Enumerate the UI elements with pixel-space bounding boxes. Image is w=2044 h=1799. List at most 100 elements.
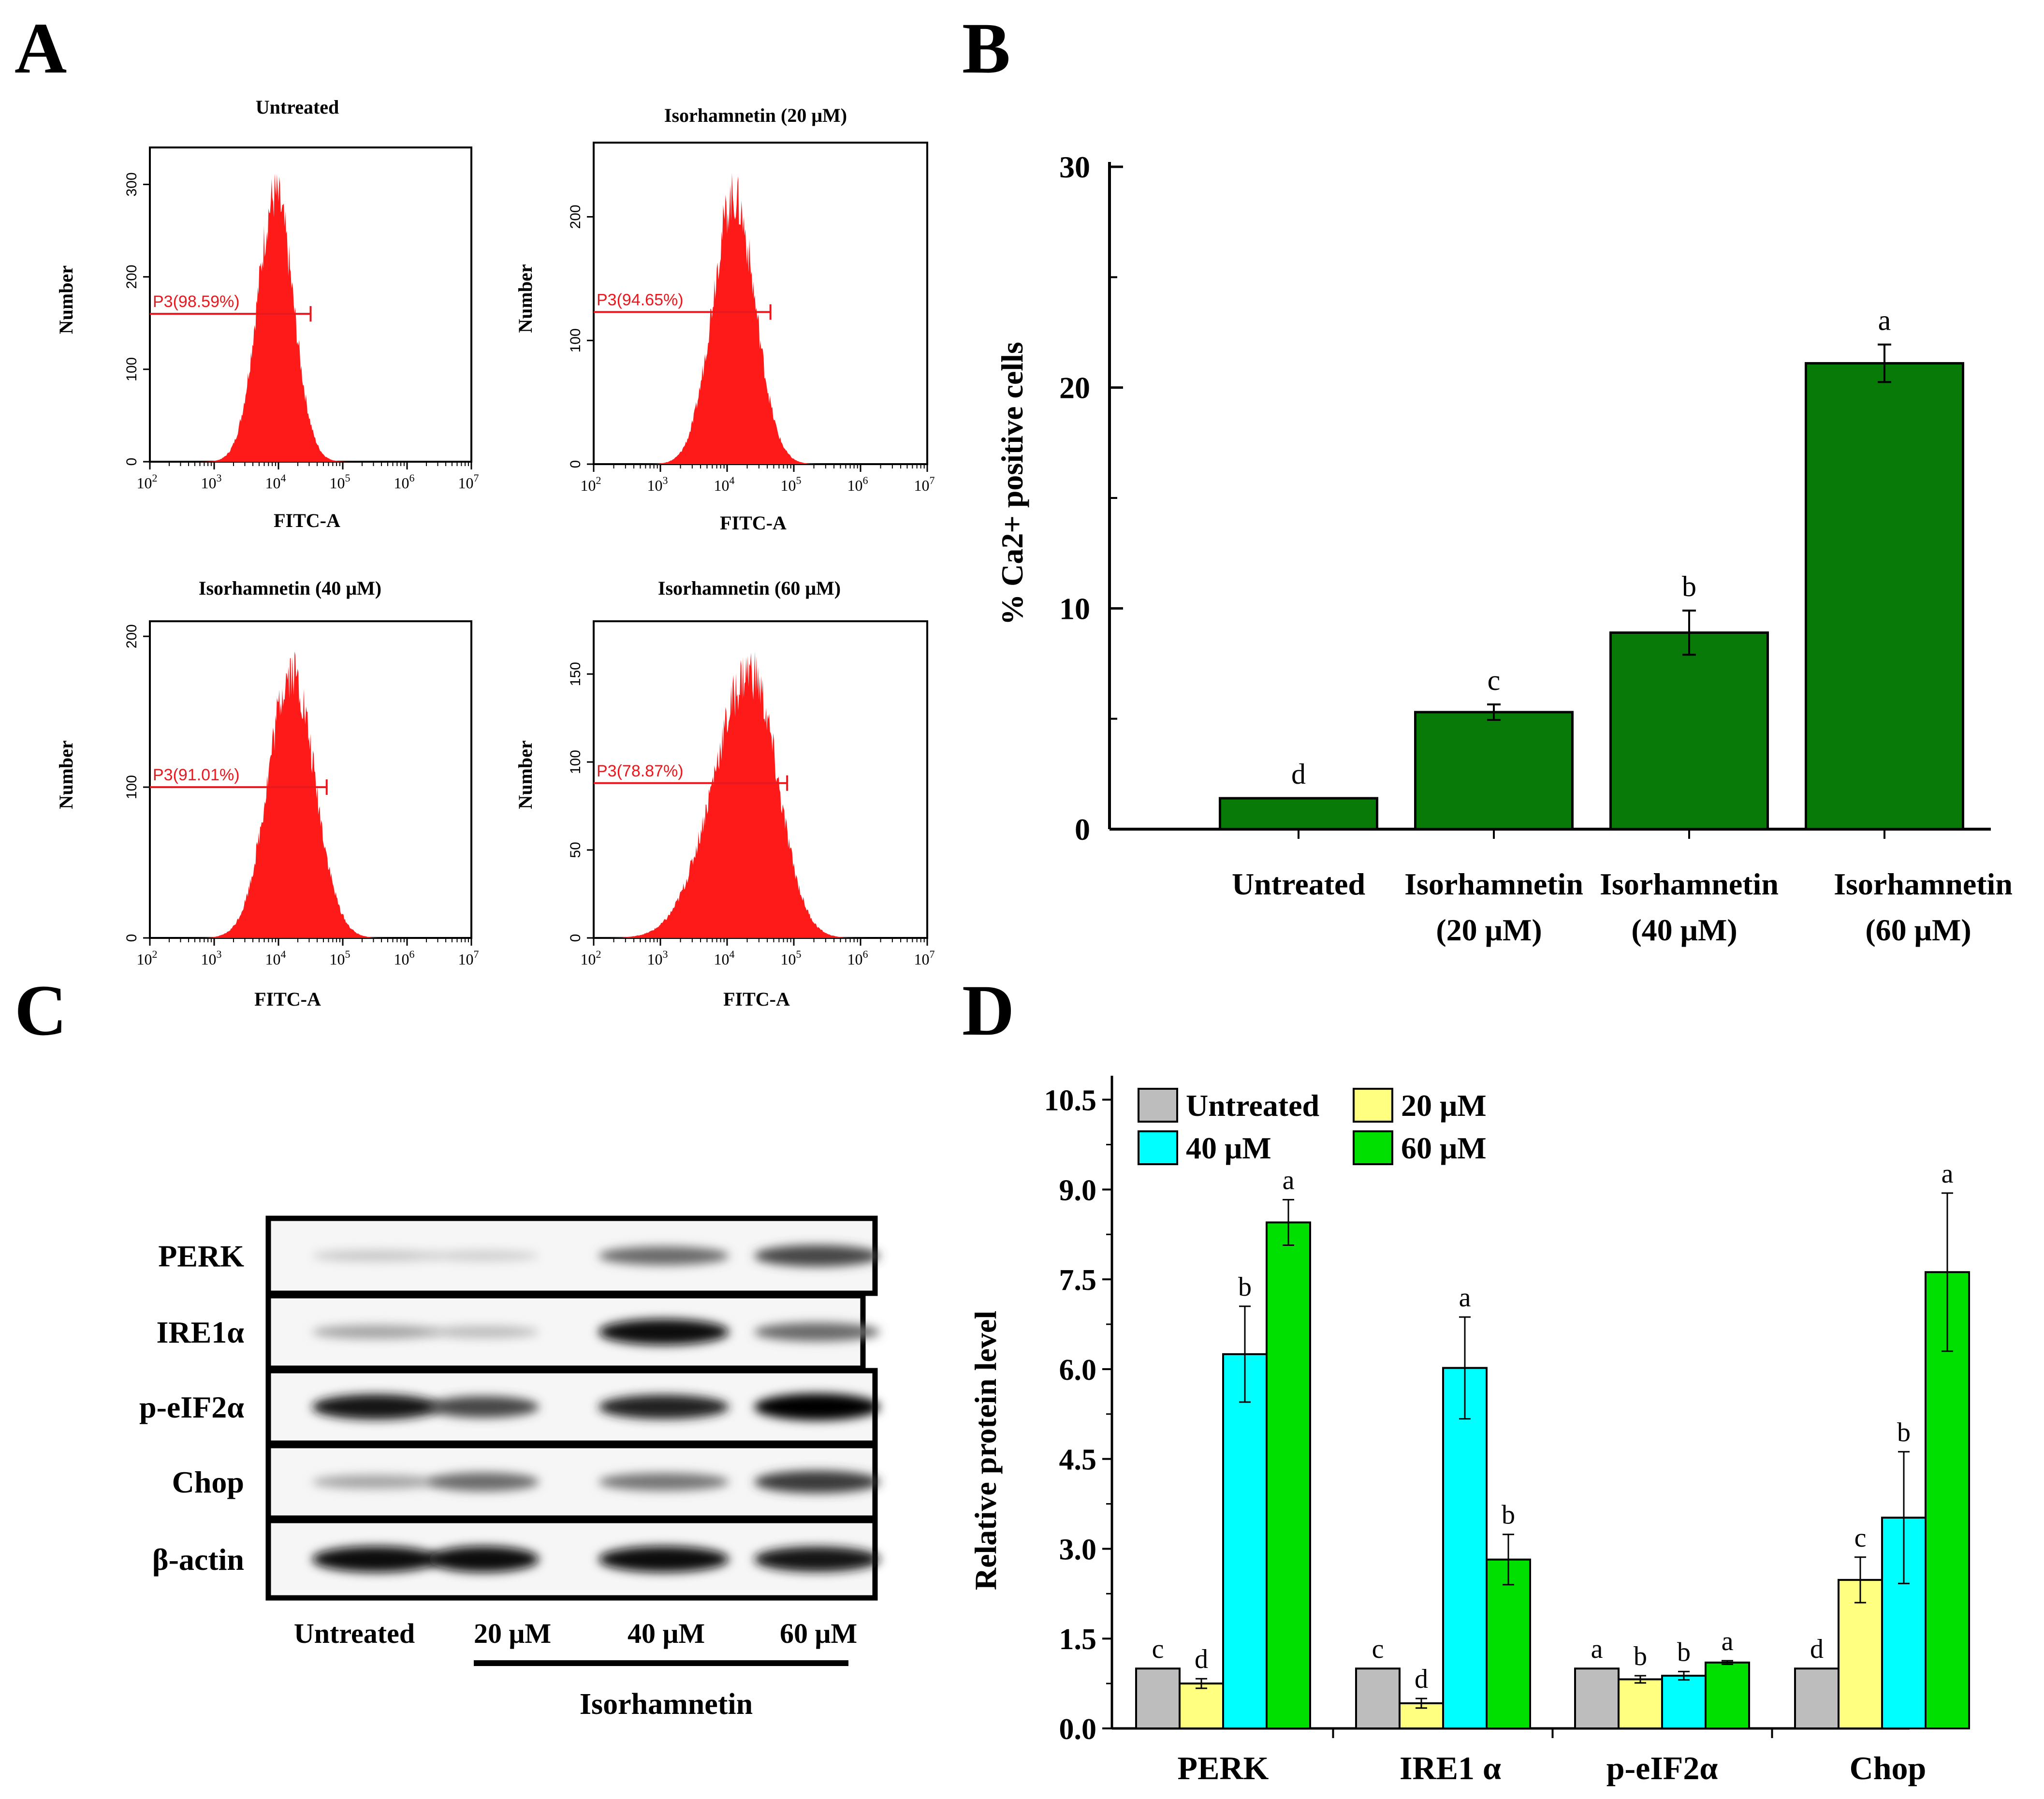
d-legend-label: Untreated (1186, 1088, 1319, 1123)
d-legend-label: 60 μM (1401, 1131, 1487, 1165)
blot-band (428, 1472, 539, 1492)
tick-base: 10 (647, 951, 663, 968)
histogram-y-tick-label: 0 (568, 934, 584, 942)
d-significance-letter: a (1722, 1626, 1734, 1656)
histogram-x-label: FITC-A (254, 988, 321, 1010)
tick-exponent: 2 (152, 948, 158, 960)
tick-exponent: 4 (730, 948, 735, 960)
blot-lane-label: 20 μM (474, 1618, 551, 1649)
histogram-y-label: Number (514, 264, 536, 333)
histogram-y-tick-label: 0 (568, 460, 584, 468)
histogram-x-tick-label: 105 (781, 474, 802, 494)
d-significance-letter: c (1152, 1634, 1164, 1664)
tick-base: 10 (581, 951, 596, 968)
histogram-subplot: P3(98.59%) Untreated FITC-A Number 0 100 200 30… (55, 96, 479, 531)
histogram-x-tick-label: 103 (201, 948, 222, 968)
blot-band (754, 1546, 880, 1572)
blot-row-label: p-eIF2α (139, 1390, 244, 1424)
histogram-distribution (594, 652, 927, 938)
d-legend-swatch (1353, 1088, 1393, 1123)
tick-base: 10 (201, 951, 217, 968)
blot-row: IRE1α (156, 1293, 880, 1371)
panel-c-western-blot: Isorhamnetin PERK IRE1α p-eIF2α Chop β-actin… (139, 1215, 880, 1721)
b-significance-letter: c (1488, 664, 1501, 696)
histogram-x-tick-label: 107 (458, 472, 479, 492)
panel-a-flow-histograms: P3(98.59%)UntreatedFITC-ANumber010020030… (55, 96, 935, 1010)
d-bar (1794, 1667, 1840, 1729)
histogram-y-tick-label: 100 (568, 750, 584, 774)
d-bar (1574, 1667, 1620, 1729)
tick-exponent: 6 (863, 948, 868, 960)
d-y-tick-label: 10.5 (1044, 1084, 1097, 1117)
d-significance-letter: d (1810, 1634, 1824, 1664)
histogram-y-label: Number (55, 265, 77, 334)
gate-label: P3(94.65%) (597, 291, 684, 309)
tick-exponent: 2 (152, 472, 158, 484)
histogram-x-tick-label: 102 (581, 948, 601, 968)
tick-exponent: 3 (663, 948, 668, 960)
tick-exponent: 4 (281, 472, 286, 484)
histogram-x-tick-label: 106 (847, 948, 868, 968)
d-bar (1442, 1367, 1488, 1729)
histogram-x-tick-label: 105 (330, 948, 350, 968)
tick-exponent: 7 (474, 948, 479, 960)
tick-base: 10 (330, 951, 345, 968)
blot-band (599, 1473, 729, 1491)
histogram-x-tick-label: 102 (581, 474, 601, 494)
tick-exponent: 5 (796, 948, 802, 960)
blot-band (754, 1245, 880, 1267)
tick-base: 10 (265, 474, 281, 492)
d-significance-letter: b (1897, 1418, 1911, 1448)
histogram-y-tick-label: 50 (568, 842, 584, 858)
blot-band (428, 1546, 539, 1573)
blot-row-label: Chop (172, 1465, 244, 1499)
tick-base: 10 (581, 477, 596, 494)
b-category-label-line1: Untreated (1232, 867, 1365, 901)
blot-row: β-actin (152, 1518, 880, 1601)
tick-base: 10 (458, 474, 474, 492)
histogram-y-tick-label: 0 (124, 934, 140, 942)
d-y-tick-label: 1.5 (1059, 1623, 1097, 1656)
c-group-label: Isorhamnetin (580, 1688, 753, 1721)
blot-band (312, 1475, 440, 1489)
d-bar (1705, 1661, 1750, 1729)
blot-band (428, 1250, 539, 1261)
histogram-x-tick-label: 104 (265, 948, 286, 968)
histogram-x-tick-label: 102 (137, 948, 158, 968)
b-category-label-line2: (20 μM) (1436, 913, 1542, 947)
d-y-tick-label: 6.0 (1059, 1354, 1097, 1387)
d-legend-swatch (1138, 1130, 1178, 1165)
tick-exponent: 5 (796, 474, 802, 486)
panel-b-calcium-bar-chart: % Ca2+ positive cells 0 10 20 30 d Untreated c… (995, 150, 2013, 947)
b-y-tick-label: 10 (1059, 591, 1090, 626)
d-bar (1135, 1667, 1181, 1729)
b-significance-letter: a (1878, 305, 1891, 336)
tick-exponent: 5 (345, 948, 350, 960)
histogram-x-label: FITC-A (723, 988, 790, 1010)
blot-row-label: PERK (158, 1239, 244, 1273)
b-category-label-line1: Isorhamnetin (1600, 867, 1779, 901)
b-bar (1805, 362, 1964, 831)
panel-letter-c: C (15, 970, 67, 1051)
tick-base: 10 (781, 477, 796, 494)
blot-band (599, 1394, 729, 1419)
histogram-x-tick-label: 106 (847, 474, 868, 494)
d-significance-letter: a (1591, 1634, 1603, 1664)
tick-base: 10 (137, 951, 152, 968)
histogram-subplot: P3(91.01%) Isorhamnetin (40 μM) FITC-A Numb… (55, 577, 479, 1010)
histogram-x-tick-label: 105 (330, 472, 350, 492)
histogram-x-tick-label: 104 (714, 474, 735, 494)
d-legend-swatch (1138, 1088, 1178, 1123)
blot-lane-label: Untreated (294, 1618, 415, 1649)
tick-exponent: 4 (730, 474, 735, 486)
d-y-tick-label: 7.5 (1059, 1264, 1097, 1297)
d-legend-label: 40 μM (1186, 1131, 1271, 1165)
blot-lane-label: 40 μM (628, 1618, 705, 1649)
histogram-x-tick-label: 102 (137, 472, 158, 492)
b-category-label-line2: (60 μM) (1865, 913, 1971, 947)
histogram-x-tick-label: 104 (265, 472, 286, 492)
histogram-x-tick-label: 103 (201, 472, 222, 492)
tick-base: 10 (265, 951, 281, 968)
d-y-axis-label: Relative protein level (968, 1311, 1003, 1590)
tick-exponent: 7 (474, 472, 479, 484)
